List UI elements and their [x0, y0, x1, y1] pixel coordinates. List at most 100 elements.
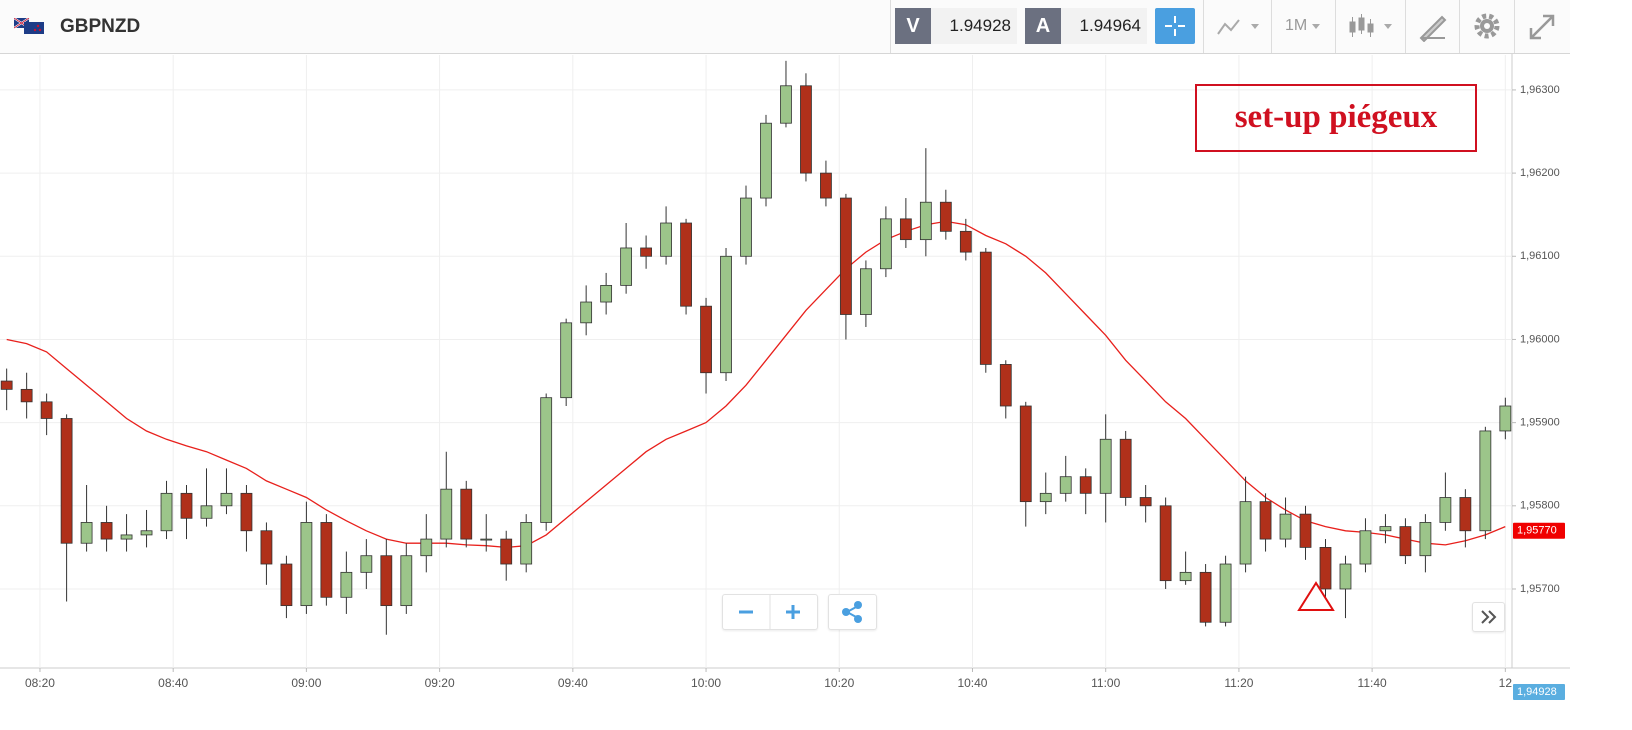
- x-tick-label: 11:40: [1358, 676, 1387, 690]
- candle-body: [360, 555, 373, 573]
- candle-body: [1479, 430, 1492, 532]
- drawing-button[interactable]: [1418, 12, 1448, 42]
- candle-body: [1079, 476, 1092, 494]
- price-tag: [1513, 684, 1565, 700]
- y-tick-label: 1,96100: [1520, 250, 1560, 262]
- candle-body: [460, 488, 473, 540]
- candle-body: [1059, 476, 1072, 494]
- candle-body: [700, 305, 712, 374]
- separator: [1335, 0, 1336, 53]
- y-tick-label: 1,95800: [1520, 500, 1560, 512]
- y-tick-label: 1,96300: [1520, 84, 1560, 96]
- moving-average-line: [6, 220, 1506, 549]
- x-tick-label: 10:40: [957, 676, 987, 690]
- candle-body: [580, 301, 593, 324]
- candle-body: [1339, 563, 1352, 590]
- y-tick-label: 1,95700: [1520, 583, 1560, 595]
- candle-body: [860, 268, 872, 315]
- candle-body: [520, 522, 533, 565]
- candle-body: [400, 555, 413, 607]
- candle-body: [919, 201, 932, 241]
- candle-body: [620, 247, 633, 286]
- settings-button[interactable]: [1473, 12, 1503, 42]
- candle-body: [240, 492, 253, 532]
- candle-body: [100, 522, 113, 540]
- candle-body: [899, 218, 912, 241]
- candle-body: [1319, 546, 1332, 590]
- candle-body: [140, 530, 153, 536]
- candle-body: [280, 563, 293, 607]
- flag-icon: [14, 18, 44, 34]
- fullscreen-button[interactable]: [1527, 12, 1557, 42]
- x-tick-label: 08:40: [158, 676, 188, 690]
- crosshair-icon: [1165, 16, 1185, 36]
- candle-body: [480, 538, 493, 541]
- chart-type-button[interactable]: [1346, 12, 1396, 42]
- candle-body: [820, 172, 832, 199]
- price-tag-label: 1,95770: [1517, 525, 1557, 537]
- candle-body: [660, 222, 672, 257]
- candle-body: [60, 418, 73, 544]
- zoom-icons: [739, 595, 800, 629]
- zoom-in[interactable]: [786, 605, 800, 619]
- x-tick-label: 11:00: [1091, 676, 1120, 690]
- candle-body: [780, 85, 792, 124]
- candle-body: [80, 522, 93, 544]
- candle-body: [1119, 438, 1132, 498]
- candle-body: [1419, 522, 1432, 557]
- candle-body: [680, 222, 692, 307]
- candle-body: [840, 197, 852, 315]
- candle-body: [879, 218, 892, 270]
- candle-body: [1139, 497, 1152, 507]
- candle-body: [1259, 501, 1272, 540]
- separator: [1405, 0, 1406, 53]
- annotation: set-up piégeux: [1195, 84, 1477, 152]
- candle-body: [1299, 513, 1312, 548]
- candle-body: [120, 534, 133, 540]
- candle-body: [1279, 513, 1292, 540]
- x-tick-label: 11:20: [1224, 676, 1253, 690]
- candle-body: [800, 85, 812, 174]
- price-tag: [1513, 522, 1565, 539]
- candle-body: [1199, 571, 1212, 623]
- candle-body: [220, 492, 233, 507]
- buy-label[interactable]: A: [1025, 8, 1061, 44]
- separator: [1203, 0, 1204, 53]
- symbol[interactable]: GBPNZD: [60, 16, 141, 37]
- share-button[interactable]: [828, 594, 877, 630]
- candle-body: [20, 388, 33, 403]
- dropdown-arrow: [1312, 24, 1320, 29]
- indicators-button[interactable]: [1215, 14, 1265, 40]
- candle-body: [959, 230, 972, 253]
- share-icon: [842, 601, 862, 623]
- candle-body: [979, 251, 992, 365]
- x-tick-label: 10:00: [691, 676, 721, 690]
- sell-label[interactable]: V: [895, 8, 931, 44]
- candle-body: [1219, 563, 1232, 623]
- candle-body: [1439, 497, 1452, 523]
- candle-body: [340, 571, 353, 598]
- candle-body: [300, 522, 313, 607]
- candle-body: [1019, 405, 1032, 503]
- candle-body: [560, 322, 573, 399]
- candle-body: [939, 201, 952, 232]
- candle-body: [320, 522, 333, 598]
- candle-body: [1099, 438, 1112, 494]
- candle-body: [760, 122, 772, 199]
- buy-price[interactable]: 1.94964: [1061, 8, 1147, 44]
- x-tick-label: 10:20: [824, 676, 854, 690]
- candle-body: [40, 401, 53, 419]
- candle-body: [420, 538, 433, 557]
- scroll-right-button[interactable]: [1472, 602, 1505, 632]
- scroll-icon: [1481, 610, 1497, 624]
- warning-triangle: [1297, 581, 1335, 611]
- separator: [1271, 0, 1272, 53]
- candle-body: [600, 284, 613, 303]
- sell-price[interactable]: 1.94928: [931, 8, 1017, 44]
- crosshair-button[interactable]: [1155, 8, 1195, 44]
- timeframe-button[interactable]: 1M: [1285, 17, 1308, 34]
- candle-body: [1359, 530, 1372, 565]
- candle-body: [1159, 505, 1172, 582]
- candle-body: [260, 530, 273, 565]
